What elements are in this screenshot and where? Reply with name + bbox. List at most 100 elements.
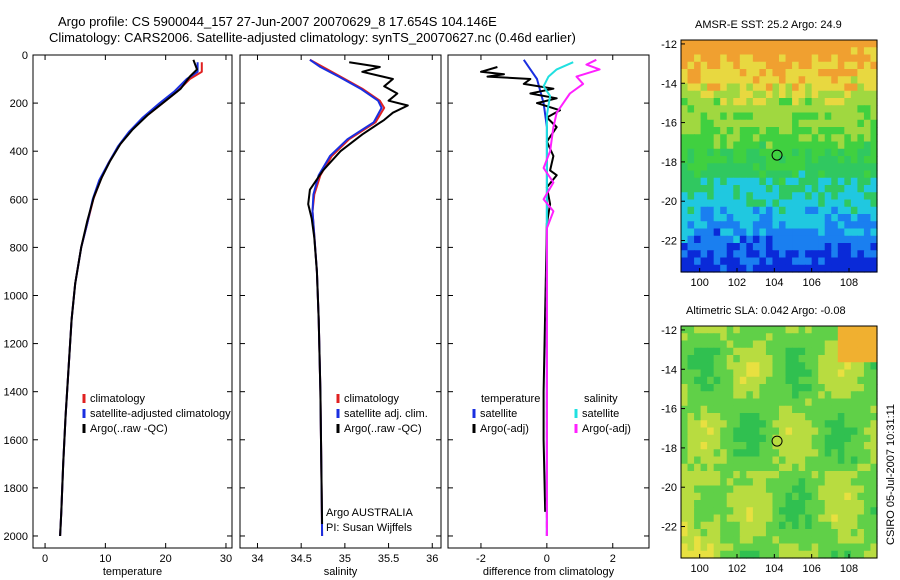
map-cell bbox=[870, 340, 878, 349]
map-cell bbox=[720, 550, 728, 559]
map-cell bbox=[713, 326, 721, 334]
map-cell bbox=[700, 61, 708, 70]
map-cell bbox=[798, 177, 806, 186]
map-cell bbox=[681, 391, 689, 400]
map-cell bbox=[687, 463, 695, 472]
map-cell bbox=[759, 112, 767, 121]
map-cell bbox=[785, 543, 793, 552]
map-cell bbox=[707, 471, 715, 479]
map-cell bbox=[765, 177, 774, 186]
map-cell bbox=[720, 192, 728, 201]
argo-float-marker bbox=[771, 435, 783, 447]
map-cell bbox=[681, 47, 689, 56]
map-cell bbox=[713, 141, 721, 150]
map-cell bbox=[831, 83, 839, 92]
map-cell bbox=[700, 478, 708, 487]
map-cell bbox=[765, 478, 774, 487]
map-cell bbox=[837, 235, 845, 244]
map-cell bbox=[772, 228, 780, 237]
map-cell bbox=[863, 40, 872, 48]
map-cell bbox=[713, 398, 721, 407]
map-cell bbox=[798, 362, 806, 371]
map-cell bbox=[720, 47, 728, 56]
map-cell bbox=[739, 514, 747, 523]
map-cell bbox=[687, 54, 695, 63]
map-cell bbox=[811, 434, 819, 443]
map-cell bbox=[759, 170, 767, 179]
map-cell bbox=[837, 98, 845, 106]
map-cell bbox=[752, 243, 760, 251]
map-cell bbox=[700, 449, 708, 458]
map-cell bbox=[837, 500, 845, 508]
map-cell bbox=[811, 347, 819, 356]
map-cell bbox=[811, 420, 819, 429]
map-cell bbox=[700, 463, 708, 472]
map-cell bbox=[765, 170, 774, 179]
map-cell bbox=[772, 340, 780, 349]
map-cell bbox=[792, 376, 800, 385]
map-cell bbox=[818, 83, 826, 92]
map-cell bbox=[746, 69, 754, 77]
map-cell bbox=[844, 76, 852, 85]
map-cell bbox=[837, 163, 845, 172]
map-cell bbox=[726, 355, 734, 363]
map-cell bbox=[831, 61, 839, 70]
map-cell bbox=[720, 478, 728, 487]
map-cell bbox=[824, 228, 832, 237]
map-cell bbox=[707, 76, 715, 85]
y-tick-label: 1800 bbox=[4, 483, 28, 495]
map-cell bbox=[798, 420, 806, 429]
map-cell bbox=[811, 250, 819, 259]
map-cell bbox=[863, 61, 872, 70]
map-cell bbox=[863, 250, 872, 259]
map-cell bbox=[798, 243, 806, 251]
map-x-tick-label: 104 bbox=[765, 563, 783, 575]
map-cell bbox=[772, 507, 780, 516]
map-cell bbox=[746, 228, 754, 237]
map-cell bbox=[739, 529, 747, 537]
map-cell bbox=[720, 463, 728, 472]
map-cell bbox=[850, 61, 858, 70]
map-cell bbox=[863, 148, 872, 157]
map-cell bbox=[805, 355, 813, 363]
map-cell bbox=[870, 471, 878, 479]
map-cell bbox=[863, 529, 872, 537]
map-cell bbox=[733, 257, 741, 266]
map-cell bbox=[713, 507, 721, 516]
map-cell bbox=[752, 391, 760, 400]
map-cell bbox=[694, 156, 702, 164]
map-cell bbox=[759, 105, 767, 114]
map-cell bbox=[811, 54, 819, 63]
x-tick-label: 20 bbox=[160, 553, 172, 565]
map-cell bbox=[733, 384, 741, 392]
map-cell bbox=[850, 235, 858, 244]
map-cell bbox=[752, 492, 760, 501]
map-cell bbox=[870, 134, 878, 143]
x-tick-label: 36 bbox=[426, 553, 438, 565]
map-cell bbox=[733, 170, 741, 179]
map-cell bbox=[681, 347, 689, 356]
map-cell bbox=[720, 61, 728, 70]
map-cell bbox=[765, 355, 774, 363]
map-cell bbox=[752, 550, 760, 559]
map-cell bbox=[811, 235, 819, 244]
map-cell bbox=[713, 427, 721, 436]
legend-label: satellite bbox=[582, 408, 619, 420]
map-cell bbox=[739, 61, 747, 70]
map-cell bbox=[765, 127, 774, 135]
map-cell bbox=[818, 478, 826, 487]
map-cell bbox=[811, 170, 819, 179]
map-cell bbox=[746, 47, 754, 56]
map-cell bbox=[694, 405, 702, 414]
map-cell bbox=[687, 40, 695, 48]
map-cell bbox=[772, 376, 780, 385]
map-cell bbox=[707, 413, 715, 421]
map-cell bbox=[811, 257, 819, 266]
map-cell bbox=[844, 507, 852, 516]
map-cell bbox=[798, 434, 806, 443]
map-cell bbox=[824, 521, 832, 530]
map-cell bbox=[792, 61, 800, 70]
map-cell bbox=[805, 90, 813, 99]
map-cell bbox=[811, 206, 819, 215]
map-cell bbox=[811, 243, 819, 251]
